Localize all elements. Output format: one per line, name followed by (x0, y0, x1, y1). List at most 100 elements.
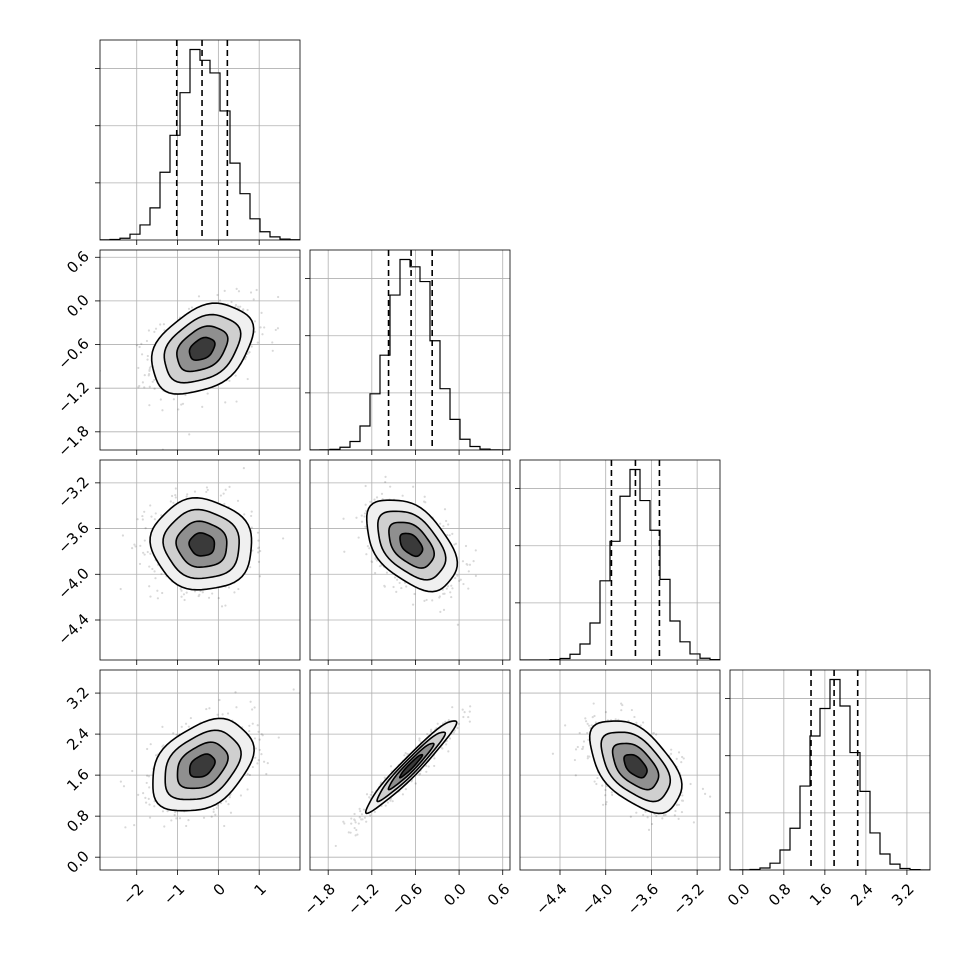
scatter-point (680, 760, 683, 764)
scatter-point (249, 566, 252, 569)
scatter-point (442, 592, 445, 595)
scatter-point (586, 722, 589, 725)
scatter-point (220, 605, 224, 608)
scatter-point (148, 816, 152, 819)
x-tick-label: 2.4 (847, 880, 877, 910)
scatter-point (363, 515, 366, 518)
scatter-point (441, 747, 444, 750)
scatter-point (202, 816, 206, 819)
contour-level-0 (365, 499, 459, 593)
scatter-point (373, 498, 376, 501)
scatter-point (185, 591, 188, 594)
scatter-point (161, 409, 164, 412)
scatter-point (146, 550, 149, 554)
scatter-point (418, 773, 421, 776)
scatter-point (262, 760, 266, 763)
scatter-point (651, 822, 654, 826)
y-tick-label: −4.0 (54, 564, 92, 602)
scatter-point (182, 593, 186, 596)
scatter-point (677, 803, 681, 806)
scatter-point (468, 720, 471, 723)
panel-plot-area (520, 460, 720, 660)
scatter-point (228, 485, 231, 488)
x-tick-label: −3.2 (669, 880, 707, 918)
scatter-point (260, 311, 263, 314)
scatter-point (170, 494, 174, 498)
scatter-point (137, 366, 140, 370)
scatter-point (357, 536, 360, 539)
scatter-point (413, 592, 416, 596)
scatter-point (342, 820, 345, 823)
scatter-point (160, 572, 163, 576)
scatter-point (467, 570, 470, 573)
scatter-point (257, 759, 260, 762)
scatter-point (148, 585, 151, 588)
panel-plot-area (100, 460, 300, 660)
panel-frame (309, 669, 511, 871)
scatter-point (197, 295, 201, 298)
scatter-point (135, 344, 139, 347)
scatter-point (198, 593, 201, 596)
scatter-point (141, 518, 144, 521)
scatter-point (193, 590, 197, 593)
scatter-point (227, 586, 231, 589)
x-tick-label: 0.8 (765, 880, 795, 910)
scatter-point (258, 575, 262, 578)
scatter-point (343, 550, 346, 553)
scatter-point (148, 368, 151, 371)
scatter-point (180, 595, 183, 598)
scatter-point (358, 807, 361, 810)
scatter-point (448, 534, 451, 537)
density-fill (624, 754, 648, 778)
scatter-point (147, 329, 151, 332)
scatter-point (362, 808, 366, 811)
scatter-point (246, 788, 249, 791)
scatter-point (154, 512, 157, 515)
scatter-point (425, 764, 428, 768)
scatter-point (206, 488, 209, 492)
gridlines (100, 40, 300, 240)
scatter-point (187, 725, 190, 728)
scatter-point (228, 379, 231, 382)
scatter-point (239, 305, 242, 308)
panel-1-1 (305, 249, 511, 455)
scatter-point (427, 765, 430, 768)
y-tick-label: 3.2 (63, 683, 93, 713)
scatter-point (461, 560, 465, 563)
scatter-point (149, 365, 152, 368)
scatter-point (149, 504, 152, 507)
scatter-point (228, 796, 231, 799)
scatter-point (334, 844, 337, 848)
contour-level-1 (377, 510, 447, 581)
scatter-point (215, 806, 218, 809)
scatter-point (149, 743, 152, 746)
scatter-point (218, 698, 221, 702)
scatter-point (620, 709, 623, 712)
scatter-point (217, 596, 220, 600)
scatter-point (222, 492, 225, 495)
scatter-point (396, 578, 399, 581)
scatter-point (360, 514, 363, 517)
scatter-point (154, 327, 158, 330)
scatter-point (121, 534, 125, 537)
scatter-point (701, 787, 705, 790)
gridlines (520, 460, 720, 660)
scatter-point (445, 743, 448, 746)
scatter-point (423, 495, 426, 498)
scatter-point (374, 571, 377, 575)
gridlines (310, 250, 510, 450)
scatter-point (354, 834, 357, 837)
scatter-point (234, 303, 238, 307)
scatter-point (364, 503, 367, 506)
scatter-point (359, 810, 362, 813)
scatter-point (266, 762, 269, 765)
scatter-point (406, 752, 409, 756)
gridlines (100, 460, 300, 660)
scatter-point (146, 774, 149, 777)
scatter-point (451, 532, 454, 535)
scatter-point (601, 784, 604, 787)
scatter-point (175, 733, 178, 736)
scatter-point (276, 327, 280, 330)
scatter-point (375, 496, 379, 499)
scatter-point (474, 549, 477, 552)
